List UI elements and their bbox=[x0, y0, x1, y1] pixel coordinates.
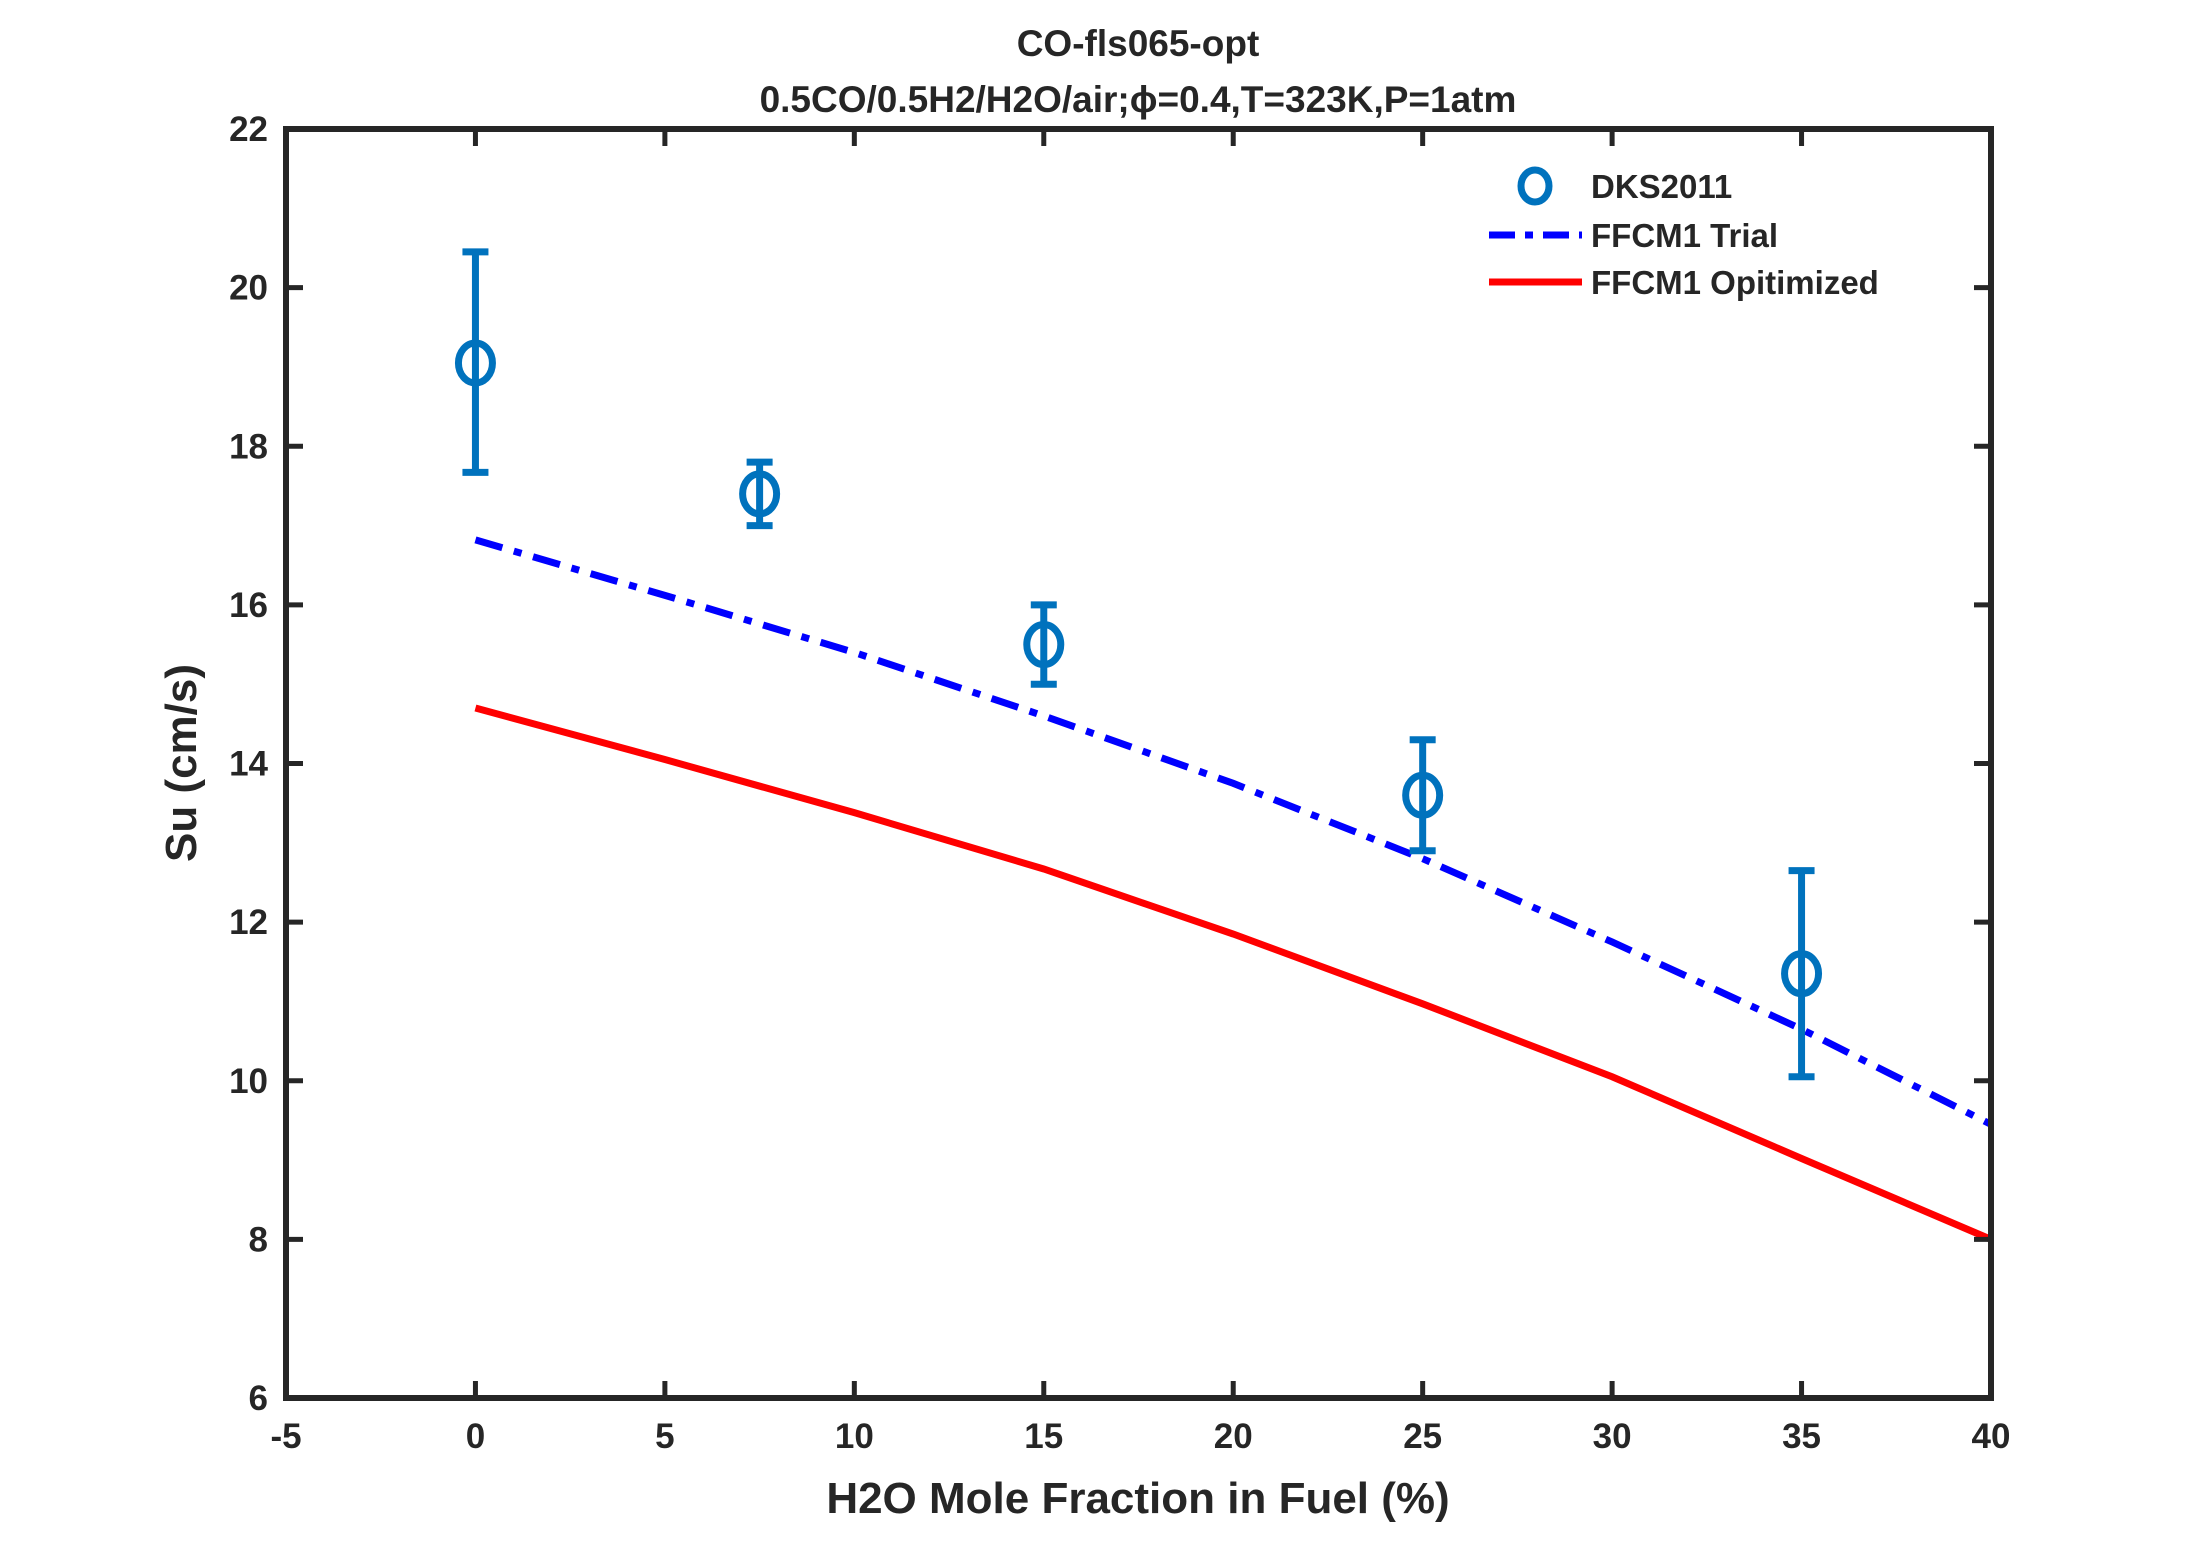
x-tick-label: 0 bbox=[466, 1417, 485, 1456]
y-tick-label: 14 bbox=[229, 745, 268, 784]
chart-title: CO-fls065-opt bbox=[1017, 23, 1260, 64]
y-tick-label: 16 bbox=[229, 586, 268, 625]
x-tick-label: -5 bbox=[270, 1417, 301, 1456]
x-tick-label: 5 bbox=[655, 1417, 674, 1456]
x-axis-label: H2O Mole Fraction in Fuel (%) bbox=[826, 1474, 1449, 1523]
y-tick-label: 8 bbox=[249, 1220, 268, 1259]
x-tick-label: 25 bbox=[1403, 1417, 1442, 1456]
chart-subtitle: 0.5CO/0.5H2/H2O/air;ϕ=0.4,T=323K,P=1atm bbox=[760, 79, 1517, 120]
series-line-ffcm1-trial bbox=[474, 536, 1993, 1128]
x-tick-label: 20 bbox=[1214, 1417, 1253, 1456]
y-axis-ticks: 6 8 10 12 14 16 18 20 22 bbox=[229, 110, 1991, 1418]
x-tick-label: 15 bbox=[1024, 1417, 1063, 1456]
x-tick-label: 10 bbox=[835, 1417, 874, 1456]
circle-marker bbox=[1402, 771, 1444, 819]
x-tick-label: 40 bbox=[1972, 1417, 2011, 1456]
data-point bbox=[1402, 736, 1444, 855]
legend: DKS2011 FFCM1 Trial FFCM1 Opitimized bbox=[1489, 166, 1879, 301]
circle-marker bbox=[739, 470, 781, 518]
y-tick-label: 18 bbox=[229, 427, 268, 466]
data-point bbox=[1023, 601, 1065, 688]
y-tick-label: 20 bbox=[229, 269, 268, 308]
legend-label: FFCM1 Opitimized bbox=[1591, 264, 1879, 301]
circle-marker bbox=[454, 339, 496, 387]
x-tick-label: 35 bbox=[1782, 1417, 1821, 1456]
series-line-ffcm1-opitimized bbox=[474, 704, 1993, 1243]
axes-box bbox=[283, 126, 1994, 1401]
circle-marker bbox=[1023, 621, 1065, 669]
y-tick-label: 6 bbox=[249, 1379, 268, 1418]
y-tick-label: 22 bbox=[229, 110, 268, 149]
y-tick-label: 12 bbox=[229, 903, 268, 942]
circle-marker bbox=[1781, 950, 1823, 998]
data-point bbox=[454, 248, 496, 476]
legend-label: FFCM1 Trial bbox=[1591, 217, 1778, 254]
legend-label: DKS2011 bbox=[1591, 168, 1732, 205]
data-point bbox=[1781, 867, 1823, 1081]
data-point bbox=[739, 458, 781, 530]
y-axis-label: Su (cm/s) bbox=[157, 664, 206, 862]
plot-area bbox=[454, 248, 1993, 1243]
x-tick-label: 30 bbox=[1593, 1417, 1632, 1456]
legend-marker-circle bbox=[1517, 166, 1553, 206]
x-axis-ticks: -5 0 5 10 15 20 25 30 35 40 bbox=[270, 129, 2010, 1456]
y-tick-label: 10 bbox=[229, 1062, 268, 1101]
